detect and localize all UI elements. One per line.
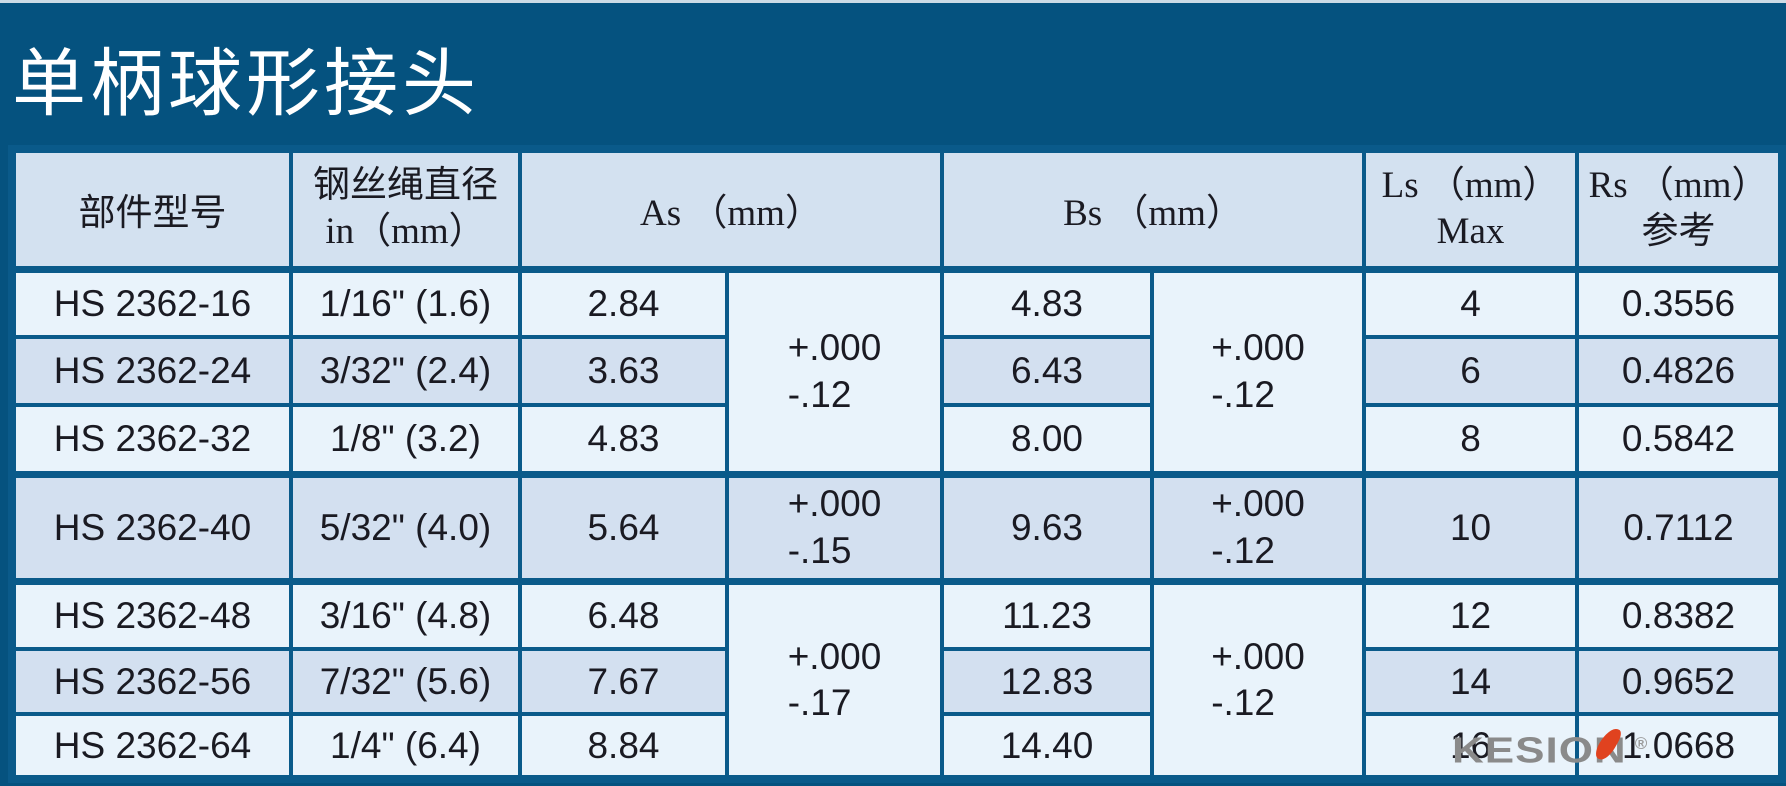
cell-rs: 0.5842 <box>1575 403 1785 476</box>
table-row: HS 2362-64 1/4" (6.4) 8.84 14.40 16 1.06… <box>10 712 1785 781</box>
page-title: 单柄球形接头 <box>12 44 480 126</box>
header-bs-label: Bs （mm） <box>1063 193 1243 235</box>
cell-bs: 9.63 <box>940 470 1154 583</box>
header-ls: Ls （mm） Max <box>1362 147 1580 273</box>
cell-wire: 7/32" (5.6) <box>289 647 522 716</box>
cell-bs: 4.83 <box>940 267 1154 339</box>
header-model: 部件型号 <box>10 147 293 273</box>
cell-rs: 0.7112 <box>1575 470 1785 583</box>
bs-tol-g3-line1: +.000 <box>1211 635 1305 677</box>
cell-bs: 6.43 <box>940 335 1154 407</box>
as-tol-g1-line2: -.12 <box>787 373 852 415</box>
header-rs: Rs （mm） 参考 <box>1575 147 1785 273</box>
cell-rs: 0.8382 <box>1575 577 1785 651</box>
cell-as: 2.84 <box>518 267 729 339</box>
cell-wire: 1/4" (6.4) <box>289 712 522 781</box>
cell-ls: 8 <box>1362 403 1580 476</box>
table-row: HS 2362-56 7/32" (5.6) 7.67 12.83 14 0.9… <box>10 647 1785 716</box>
cell-as: 5.64 <box>518 470 729 583</box>
cell-as-tolerance-group1: +.000 -.12 <box>725 267 944 476</box>
cell-bs: 14.40 <box>940 712 1154 781</box>
cell-model: HS 2362-24 <box>10 335 293 407</box>
bs-tol-g3-line2: -.12 <box>1211 681 1275 723</box>
table-row: HS 2362-40 5/32" (4.0) 5.64 +.000 -.15 9… <box>10 470 1785 583</box>
cell-ls: 4 <box>1362 267 1580 339</box>
bs-tol-g2-line2: -.12 <box>1211 529 1275 571</box>
cell-rs: 0.9652 <box>1575 647 1785 716</box>
header-as-label: As （mm） <box>640 193 822 235</box>
as-tol-g1-line1: +.000 <box>787 327 882 369</box>
cell-wire: 1/8" (3.2) <box>289 403 522 476</box>
cell-model: HS 2362-56 <box>10 647 293 716</box>
cell-bs: 12.83 <box>940 647 1154 716</box>
cell-wire: 3/16" (4.8) <box>289 577 522 651</box>
header-as: As （mm） <box>518 147 944 273</box>
header-bs: Bs （mm） <box>939 147 1367 273</box>
header-wire-line2: in（mm） <box>325 211 486 253</box>
table-header-row: 部件型号 钢丝绳直径 in（mm） As （mm） Bs （mm） Ls （mm… <box>10 147 1785 273</box>
table-row: HS 2362-16 1/16" (1.6) 2.84 +.000 -.12 4… <box>10 267 1785 476</box>
as-tol-g3-line2: -.17 <box>787 681 852 723</box>
cell-model: HS 2362-48 <box>10 577 293 651</box>
header-rs-line2: 参考 <box>1641 211 1716 253</box>
as-tol-g2-line2: -.15 <box>787 529 852 571</box>
cell-as-tolerance-group2: +.000 -.15 <box>725 470 944 583</box>
cell-ls: 14 <box>1362 647 1580 716</box>
cell-bs-tolerance-group2: +.000 -.12 <box>1149 470 1367 583</box>
cell-model: HS 2362-40 <box>10 470 293 583</box>
cell-ls: 12 <box>1362 577 1580 651</box>
cell-ls: 6 <box>1362 335 1580 407</box>
registered-trademark-icon: ® <box>1634 734 1648 753</box>
header-ls-line2: Max <box>1436 211 1505 253</box>
table-row: HS 2362-48 3/16" (4.8) 6.48 +.000 -.17 1… <box>10 577 1785 781</box>
cell-bs-tolerance-group3: +.000 -.12 <box>1149 577 1367 781</box>
bs-tol-g1-line1: +.000 <box>1211 327 1305 369</box>
cell-model: HS 2362-32 <box>10 403 293 476</box>
cell-as: 8.84 <box>518 712 729 781</box>
cell-as: 7.67 <box>518 647 729 716</box>
header-ls-line1: Ls （mm） <box>1381 165 1560 206</box>
cell-wire: 5/32" (4.0) <box>289 470 522 583</box>
cell-ls: 10 <box>1362 470 1580 583</box>
table-row: HS 2362-32 1/8" (3.2) 4.83 8.00 8 0.5842 <box>10 403 1785 476</box>
cell-as: 3.63 <box>518 335 729 407</box>
cell-wire: 1/16" (1.6) <box>289 267 522 339</box>
table-row: HS 2362-24 3/32" (2.4) 3.63 6.43 6 0.482… <box>10 335 1785 407</box>
cell-rs: 0.3556 <box>1575 267 1785 339</box>
cell-wire: 3/32" (2.4) <box>289 335 522 407</box>
cell-bs: 11.23 <box>940 577 1154 651</box>
cell-rs: 0.4826 <box>1575 335 1785 407</box>
header-wire-diameter: 钢丝绳直径 in（mm） <box>289 147 522 273</box>
cell-bs: 8.00 <box>940 403 1154 476</box>
cell-as-tolerance-group3: +.000 -.17 <box>725 577 944 781</box>
kesion-watermark-logo: KESION ® <box>1452 726 1648 777</box>
cell-as: 6.48 <box>518 577 729 651</box>
header-wire-line1: 钢丝绳直径 <box>313 165 498 206</box>
cell-model: HS 2362-64 <box>10 712 293 781</box>
bs-tol-g1-line2: -.12 <box>1211 373 1275 415</box>
cell-ls: 16 <box>1362 712 1580 781</box>
header-rs-line1: Rs （mm） <box>1588 165 1769 206</box>
spec-table: 部件型号 钢丝绳直径 in（mm） As （mm） Bs （mm） Ls （mm… <box>8 145 1786 783</box>
cell-bs-tolerance-group1: +.000 -.12 <box>1149 267 1367 476</box>
top-light-strip <box>0 0 1786 3</box>
as-tol-g2-line1: +.000 <box>787 483 882 525</box>
cell-model: HS 2362-16 <box>10 267 293 339</box>
cell-as: 4.83 <box>518 403 729 476</box>
bs-tol-g2-line1: +.000 <box>1211 483 1305 525</box>
as-tol-g3-line1: +.000 <box>787 635 882 677</box>
